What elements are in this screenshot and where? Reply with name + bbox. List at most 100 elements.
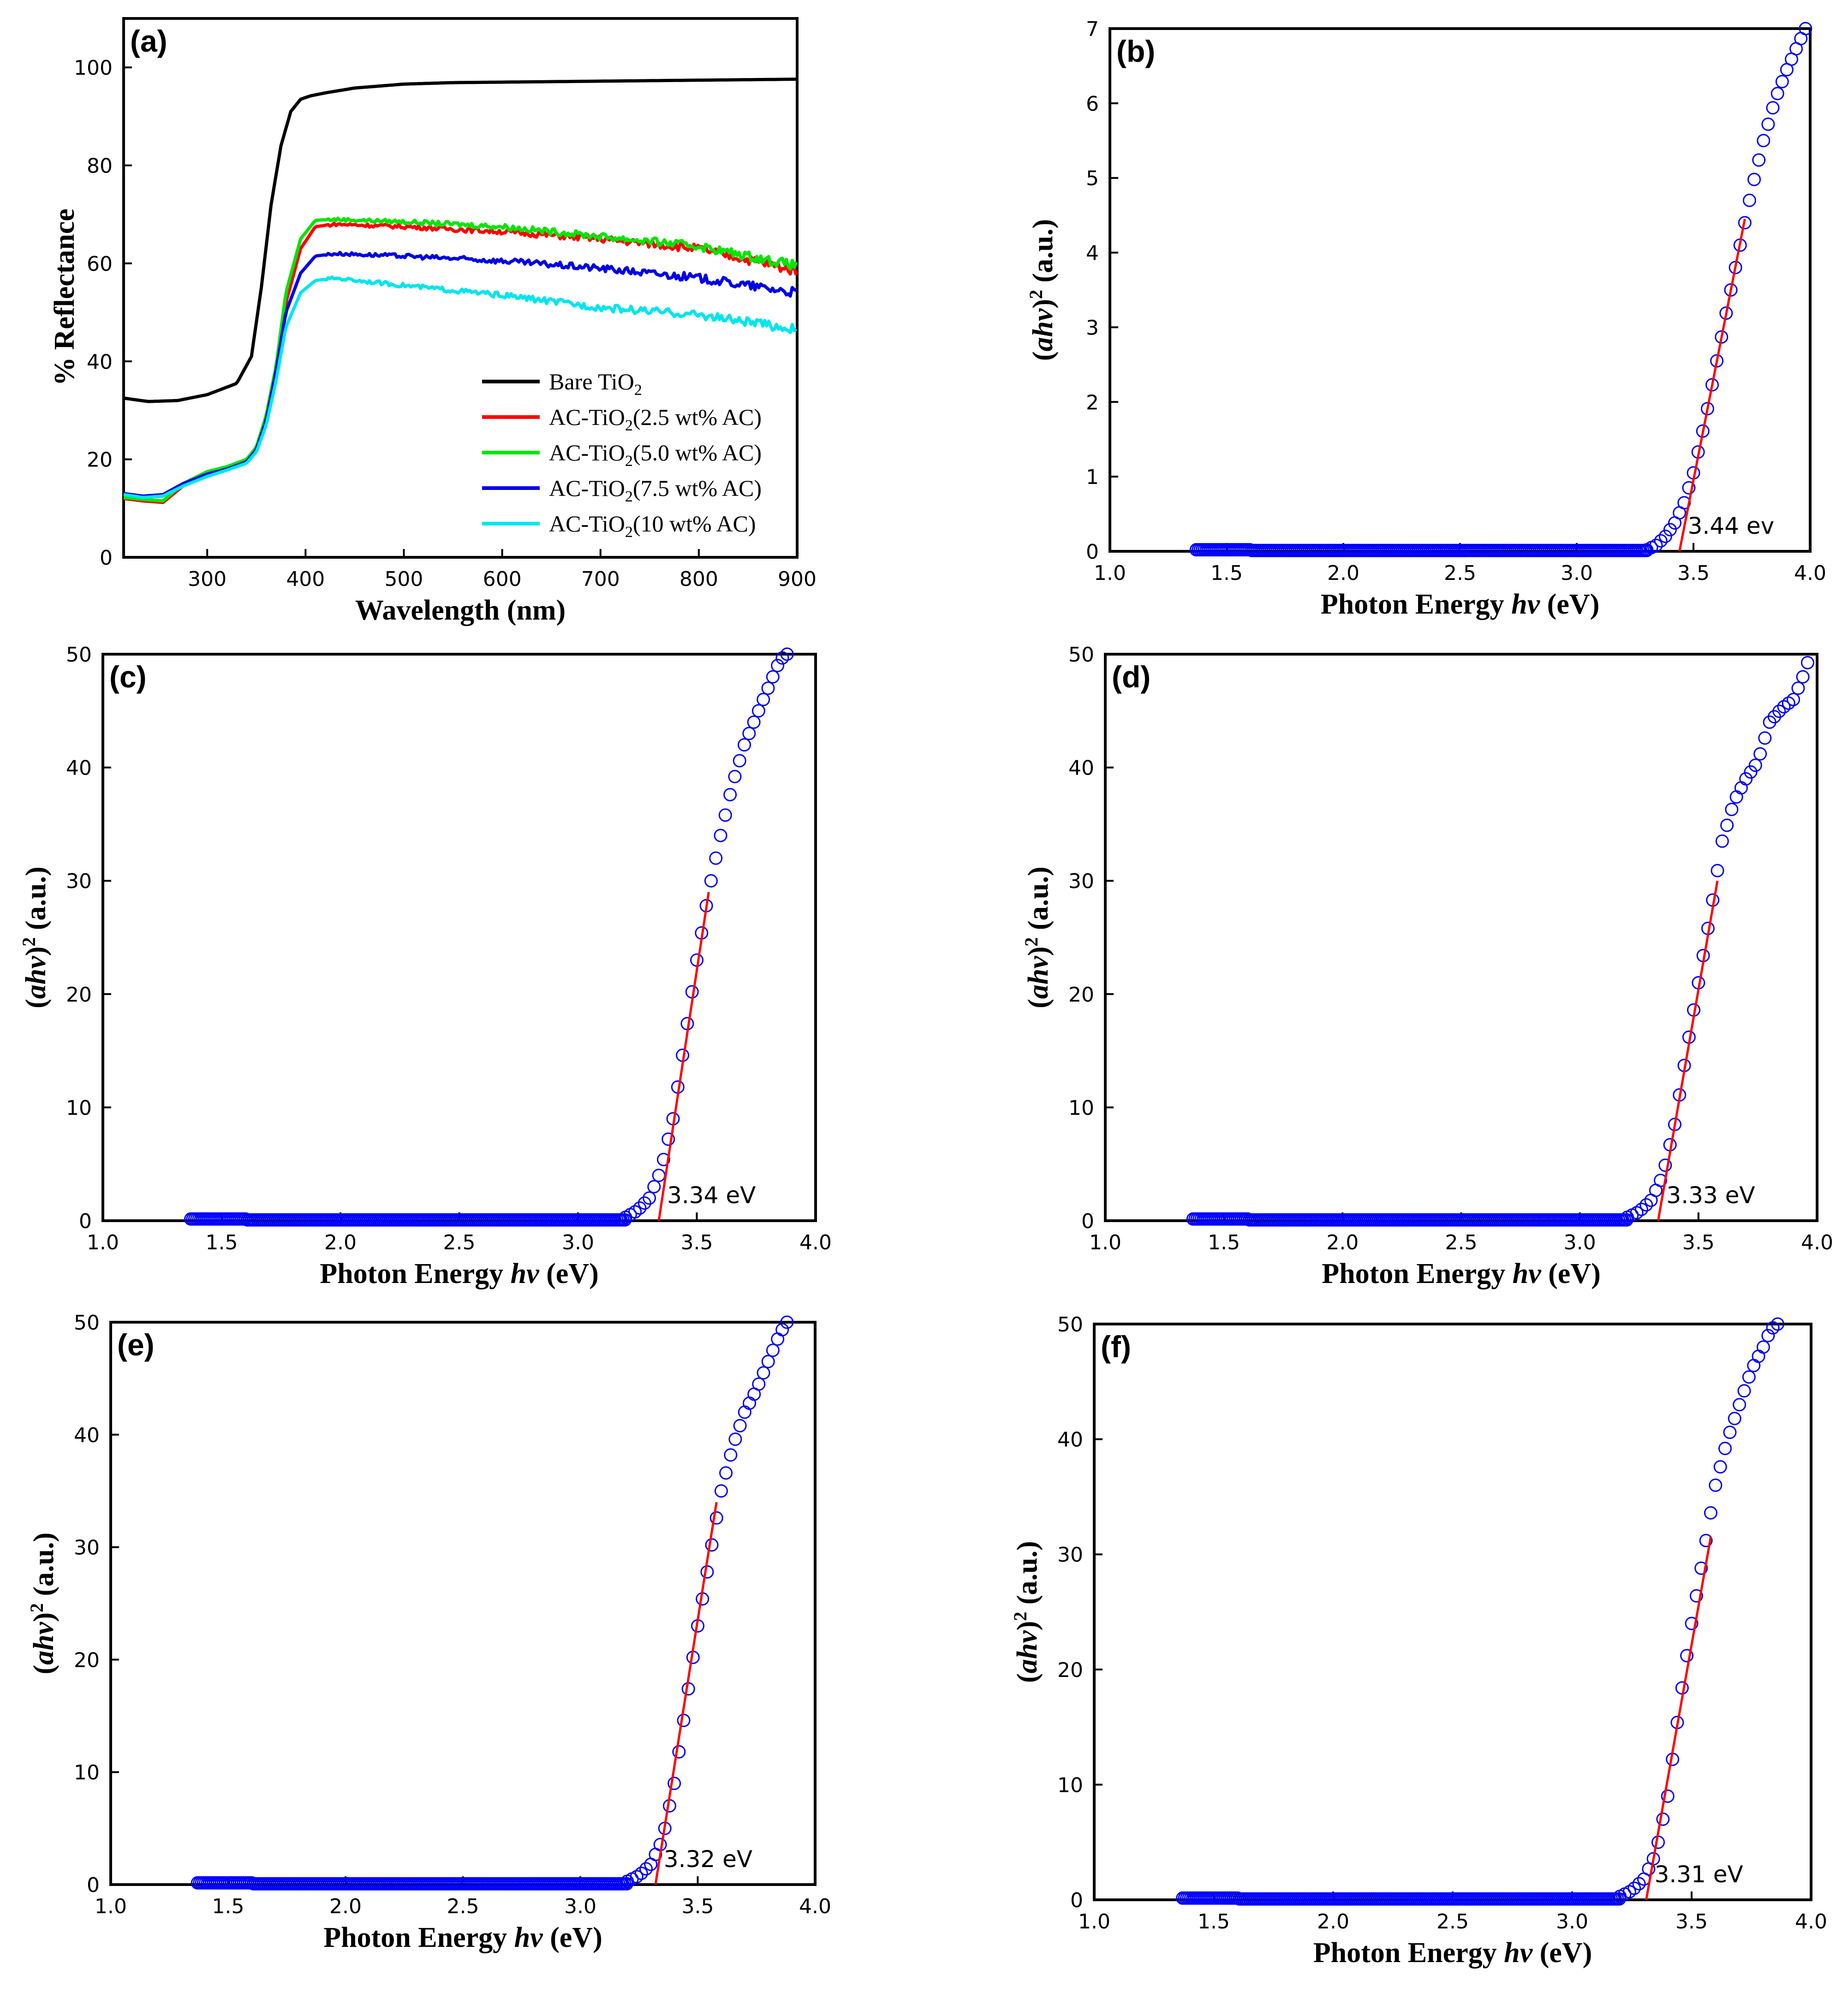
y-axis-title: (ahv)2 (a.u.) xyxy=(1025,219,1059,361)
x-tick-label: 1.5 xyxy=(1208,1231,1240,1254)
panel-label: (e) xyxy=(117,1328,155,1362)
data-point xyxy=(733,754,746,768)
data-point xyxy=(704,874,718,888)
data-point xyxy=(1729,790,1743,804)
x-tick-label: 700 xyxy=(581,567,620,591)
data-point xyxy=(1723,1426,1737,1439)
data-point xyxy=(1680,1649,1694,1663)
data-point xyxy=(1761,117,1775,131)
y-tick-label: 100 xyxy=(74,56,113,80)
data-point xyxy=(1632,1877,1646,1891)
data-point xyxy=(714,829,727,842)
data-point xyxy=(780,1315,794,1329)
y-axis-title: % Reflectance xyxy=(49,209,80,386)
data-point xyxy=(709,851,723,865)
data-point xyxy=(672,1745,686,1759)
plot-frame xyxy=(1104,653,1818,1222)
x-tick-label: 1.0 xyxy=(95,1895,127,1918)
band-gap-label: 3.44 ev xyxy=(1688,513,1775,539)
data-point xyxy=(639,1862,653,1876)
data-point xyxy=(1709,1478,1723,1492)
legend: Bare TiO2 AC-TiO2(2.5 wt% AC) AC-TiO2(5.0 … xyxy=(482,369,762,541)
data-point xyxy=(1782,696,1795,710)
data-point xyxy=(1649,538,1663,552)
band-gap-label: 3.32 eV xyxy=(664,1846,752,1873)
y-tick-label: 40 xyxy=(66,757,92,780)
legend-entry: AC-TiO2(2.5 wt% AC) xyxy=(549,404,762,434)
y-tick-label: 4 xyxy=(1086,242,1099,265)
x-axis-title: Photon Energy hv (eV) xyxy=(323,1922,602,1953)
x-tick-label: 3.5 xyxy=(1682,1231,1715,1254)
data-point xyxy=(775,651,789,665)
x-tick-label: 1.5 xyxy=(1198,1910,1230,1933)
data-markers xyxy=(1186,656,1814,1227)
chart-panel-e: 1.0 1.5 2.0 2.5 3.0 3.5 4.0 0 10 20 30 40 50 (e) 3.32 … xyxy=(26,1311,831,1953)
data-markers xyxy=(191,1315,794,1891)
data-point xyxy=(1791,681,1805,695)
x-tick-label: 3.0 xyxy=(562,1231,594,1254)
data-point xyxy=(1728,1412,1741,1426)
chart-panel-f: 1.0 1.5 2.0 2.5 3.0 3.5 4.0 0 10 20 30 40 50 (f) 3.31 … xyxy=(1010,1313,1827,1969)
data-point xyxy=(738,1405,751,1419)
y-tick-label: 0 xyxy=(79,1210,92,1233)
data-point xyxy=(1744,765,1758,779)
data-point xyxy=(1775,75,1789,89)
data-point xyxy=(1748,758,1762,772)
data-point xyxy=(652,1169,666,1182)
data-point xyxy=(1689,1589,1703,1603)
linear-fit-line xyxy=(657,892,710,1221)
data-point xyxy=(1733,1398,1747,1412)
y-tick-label: 40 xyxy=(1057,1428,1083,1452)
data-point xyxy=(719,1466,733,1480)
y-tick-label: 80 xyxy=(87,155,113,178)
data-point xyxy=(1752,153,1766,167)
y-tick-label: 30 xyxy=(1057,1543,1083,1567)
data-point xyxy=(1756,1340,1770,1354)
band-gap-label: 3.31 eV xyxy=(1655,1861,1743,1888)
x-tick-label: 4.0 xyxy=(799,1231,832,1254)
plot-frame xyxy=(101,653,817,1222)
y-tick-label: 20 xyxy=(87,448,113,472)
data-point xyxy=(771,659,785,673)
data-point xyxy=(1654,534,1668,548)
chart-panel-d: 1.0 1.5 2.0 2.5 3.0 3.5 4.0 0 10 20 30 40 50 (d) 3.33 … xyxy=(1021,643,1833,1289)
data-point xyxy=(638,1196,651,1210)
series-line xyxy=(123,78,796,403)
data-point xyxy=(1747,1359,1761,1372)
data-point xyxy=(742,727,756,740)
legend-entry: AC-TiO2(10 wt% AC) xyxy=(549,511,756,541)
data-point xyxy=(714,1484,728,1498)
y-tick-label: 60 xyxy=(87,252,113,276)
x-tick-label: 2.5 xyxy=(447,1895,479,1918)
data-point xyxy=(1715,834,1729,848)
data-point xyxy=(1713,1460,1727,1474)
y-tick-label: 20 xyxy=(66,983,92,1007)
data-point xyxy=(1711,864,1724,877)
y-tick-label: 20 xyxy=(1057,1659,1083,1682)
data-point xyxy=(1787,692,1800,706)
x-tick-label: 1.0 xyxy=(1089,1231,1121,1254)
data-point xyxy=(1734,781,1748,795)
data-point xyxy=(1694,1561,1708,1575)
data-point xyxy=(771,1332,785,1346)
data-point xyxy=(1720,818,1734,832)
x-tick-label: 4.0 xyxy=(1794,561,1826,585)
x-tick-label: 800 xyxy=(680,567,718,591)
y-tick-label: 50 xyxy=(74,1311,100,1335)
y-axis-title: (ahv)2 (a.u.) xyxy=(26,1533,60,1675)
y-tick-label: 6 xyxy=(1086,92,1099,116)
data-point xyxy=(724,1448,738,1462)
x-tick-label: 3.0 xyxy=(564,1895,596,1918)
data-point xyxy=(1771,1317,1784,1331)
data-point xyxy=(1739,772,1753,786)
y-tick-label: 50 xyxy=(66,643,92,667)
x-tick-label: 3.0 xyxy=(1564,1231,1596,1254)
panel-label: (c) xyxy=(109,660,147,694)
y-tick-label: 20 xyxy=(1068,983,1094,1007)
x-tick-label: 1.5 xyxy=(212,1895,244,1918)
y-tick-label: 50 xyxy=(1057,1313,1083,1337)
y-tick-label: 50 xyxy=(1068,643,1094,667)
data-point xyxy=(1766,1321,1780,1335)
x-tick-label: 2.5 xyxy=(1445,1231,1478,1254)
y-tick-label: 10 xyxy=(1068,1096,1094,1120)
